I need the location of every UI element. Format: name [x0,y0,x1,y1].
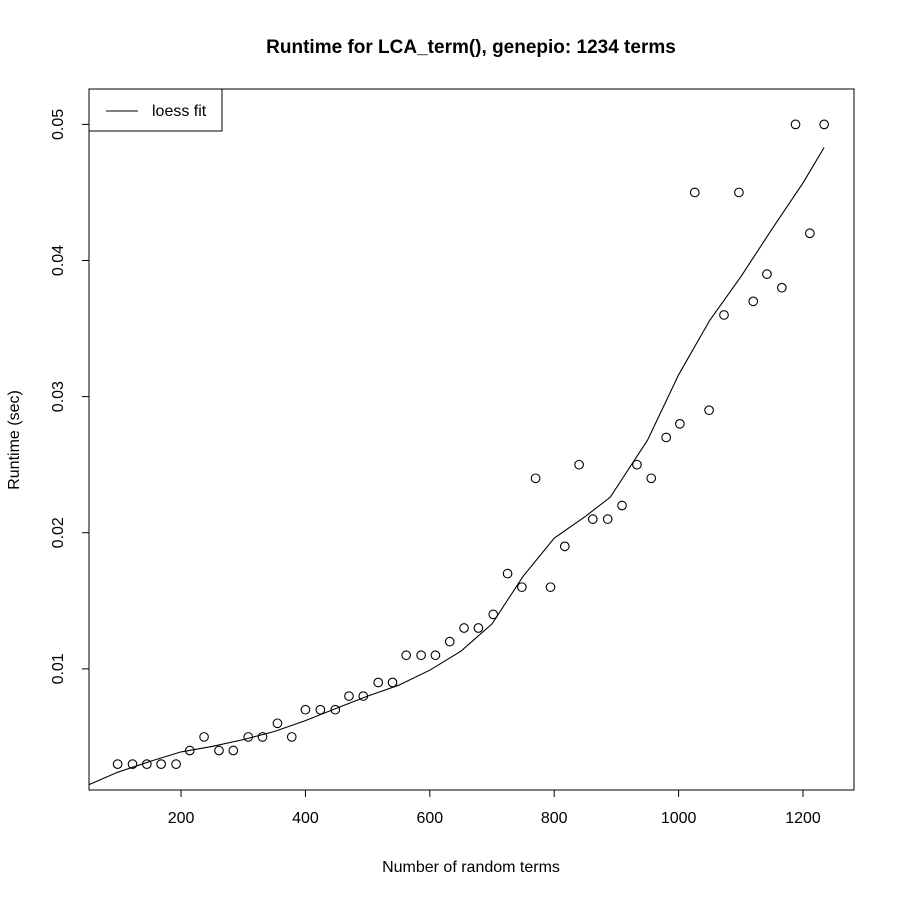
data-point [675,418,685,429]
data-point [617,500,627,511]
data-point [790,119,801,130]
legend-label-loess-fit: loess fit [152,103,207,120]
data-point [646,473,657,484]
data-point [228,745,239,756]
plot-frame [88,88,855,791]
data-point [416,650,426,661]
x-tick-label: 400 [292,810,319,827]
y-tick-label: 0.04 [50,245,67,276]
data-point [459,623,469,633]
data-point [777,282,787,293]
loess-fit-line [88,147,825,786]
data-point [689,187,700,198]
x-axis: 200 400 600 800 1000 1200 [168,789,821,827]
data-point [748,296,759,307]
data-point [517,582,527,593]
y-tick-label: 0.03 [50,381,67,412]
data-point [286,732,297,742]
y-axis-label: Runtime (sec) [6,390,23,490]
data-point [587,514,598,524]
data-point [661,432,672,443]
data-point [156,759,166,769]
data-point [473,623,484,633]
chart-title: Runtime for LCA_term(), genepio: 1234 te… [266,37,676,58]
data-point [574,459,584,470]
data-point [530,473,541,484]
data-point [315,704,326,715]
x-axis-label: Number of random terms [382,859,560,876]
data-point [734,187,744,198]
data-point [704,405,714,416]
data-point [112,759,123,769]
x-tick-label: 1000 [661,810,697,827]
data-point [444,636,455,647]
data-point [502,568,513,579]
data-point [272,718,283,729]
data-point [214,745,224,756]
x-tick-label: 800 [541,810,568,827]
data-point [373,677,384,688]
legend: loess fit [88,88,223,132]
x-tick-label: 1200 [785,810,821,827]
data-point [559,541,570,552]
data-point [387,677,398,688]
data-point [344,691,354,701]
data-point [430,650,441,661]
data-point [401,650,412,661]
data-point [330,704,341,715]
legend-box [88,88,223,132]
data-point [804,228,815,239]
data-point [184,745,195,756]
data-point [545,582,556,593]
x-tick-label: 200 [168,810,195,827]
data-point [171,759,181,769]
data-point [243,732,254,742]
y-axis: 0.01 0.02 0.03 0.04 0.05 [50,109,90,684]
data-point [762,269,772,279]
data-point [819,119,829,130]
data-point [127,759,138,769]
y-tick-label: 0.01 [50,653,67,684]
y-tick-label: 0.02 [50,517,67,548]
y-tick-label: 0.05 [50,109,67,140]
data-point [632,459,642,470]
x-tick-label: 600 [416,810,443,827]
data-point [199,732,209,742]
data-point [602,514,613,524]
data-point [719,310,729,320]
data-point [300,704,311,715]
data-point [257,732,268,742]
plot-area [88,119,829,786]
